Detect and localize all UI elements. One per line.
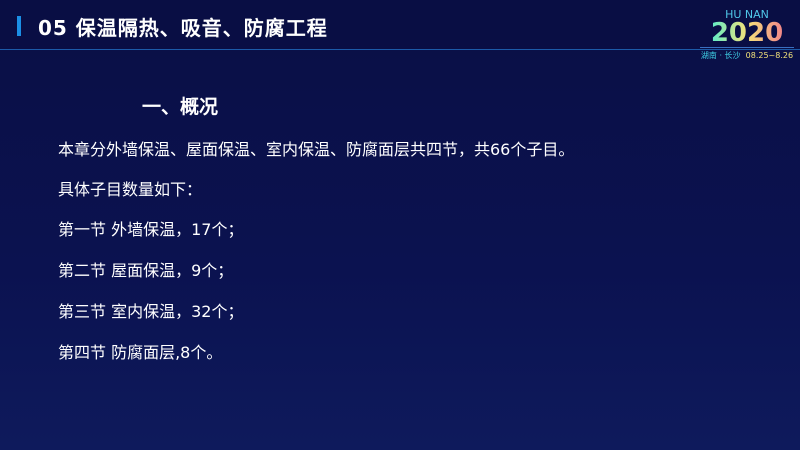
accent-bar [17, 16, 21, 36]
logo-subtitle: 湖南 · 长沙 08.25~8.26 [700, 50, 794, 61]
logo-divider [700, 47, 794, 48]
logo-year: 2020 [700, 20, 794, 46]
text-line: 具体子目数量如下： [58, 180, 203, 199]
logo-top: HU NAN [725, 8, 769, 21]
logo-dates: 08.25~8.26 [745, 51, 794, 60]
slide-header: 05 保温隔热、吸音、防腐工程 HU NAN 2020 湖南 · 长沙 08.2… [0, 0, 800, 60]
slide-title: 05 保温隔热、吸音、防腐工程 [38, 16, 328, 40]
event-logo: HU NAN 2020 湖南 · 长沙 08.25~8.26 [700, 8, 794, 61]
text-line: 第一节 外墙保温，17个； [58, 220, 244, 239]
text-line: 第三节 室内保温，32个； [58, 302, 244, 321]
text-line: 本章分外墙保温、屋面保温、室内保温、防腐面层共四节，共66个子目。 [58, 140, 575, 159]
section-heading: 一、概况 [142, 96, 219, 118]
logo-place: 湖南 · 长沙 [700, 51, 741, 60]
text-line: 第四节 防腐面层,8个。 [58, 343, 223, 362]
text-line: 第二节 屋面保温，9个； [58, 261, 234, 280]
